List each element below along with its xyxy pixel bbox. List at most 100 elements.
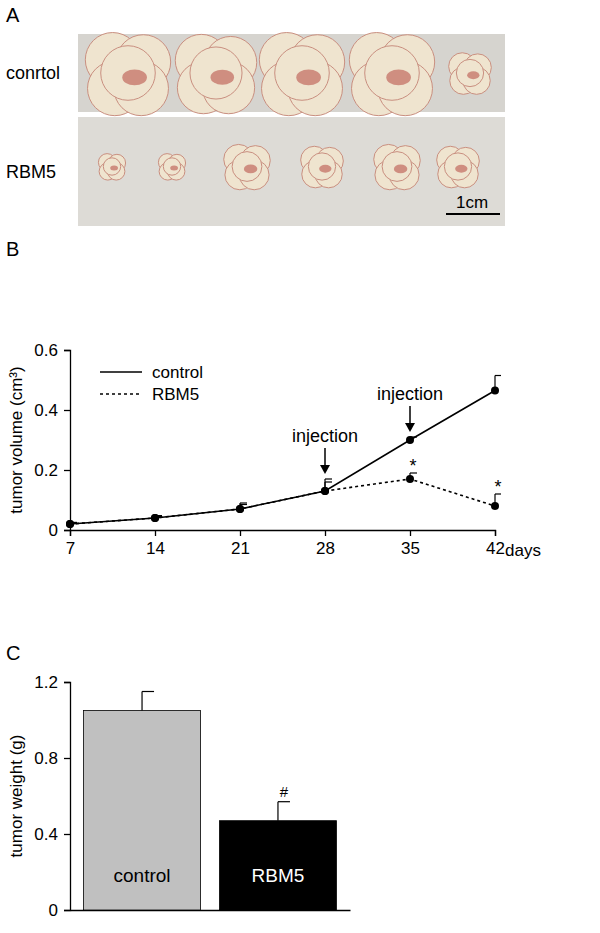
annotation-arrow [405, 406, 415, 432]
tumor-vessel [386, 69, 411, 85]
error-cap [278, 801, 290, 802]
tumor-lobe [444, 153, 471, 180]
tumor-vessel [170, 165, 178, 170]
tick: 0.4 [34, 401, 70, 420]
error-cap [142, 691, 154, 692]
tumor-vessel [394, 165, 407, 174]
point [66, 520, 74, 528]
error-stem [141, 692, 142, 711]
tick-mark [240, 530, 241, 536]
tick-mark [64, 410, 70, 411]
axis: 7 14 21 28 35 42 [66, 530, 505, 558]
tumor-vessel [319, 165, 331, 173]
error-cap [325, 481, 332, 482]
tick-label: 0.6 [34, 341, 58, 360]
tick-mark [64, 758, 70, 759]
tumor-vessel [296, 69, 321, 85]
tumor [374, 144, 421, 189]
tick-label: 42 [486, 539, 505, 558]
row-label: RBM5 [6, 162, 56, 182]
tick-label: 21 [231, 539, 250, 558]
scale-bar-label: 1cm [456, 193, 488, 212]
legend-entry: RBM5 [100, 385, 199, 404]
tick-mark [64, 530, 70, 531]
tick-label: 0.4 [34, 825, 58, 844]
scale-bar [446, 213, 500, 215]
point [406, 475, 414, 483]
tick-mark [325, 530, 326, 536]
error-bars [142, 692, 290, 821]
error-stem [277, 802, 278, 821]
significance-mark: * [409, 456, 416, 476]
tick: 21 [231, 530, 250, 558]
error-cap [495, 375, 501, 376]
tumor-lobe [456, 59, 483, 86]
legend-label: RBM5 [152, 385, 199, 404]
tumor-lobe [275, 46, 330, 101]
tick: 42 [486, 530, 505, 558]
error-bar [278, 802, 290, 821]
tick-label: 1.2 [34, 673, 58, 692]
point [236, 505, 244, 513]
tumor-vessel [455, 165, 467, 173]
bar [220, 821, 337, 910]
arrow-head [405, 423, 415, 432]
tick-label: 28 [316, 539, 335, 558]
line [70, 391, 495, 525]
point [491, 387, 499, 395]
tick: 1.2 [34, 673, 70, 692]
tumor [437, 146, 480, 188]
tick-mark [64, 682, 70, 683]
tick-label: 35 [401, 539, 420, 558]
legend-swatch [100, 371, 142, 373]
tumor-vessel [244, 165, 257, 174]
tumor [259, 33, 344, 116]
panel-label: C [6, 642, 20, 664]
tick-label: 0.8 [34, 749, 58, 768]
point [406, 436, 414, 444]
significance-mark: * [494, 477, 501, 497]
panel-label: B [6, 238, 19, 260]
plot-area [66, 376, 501, 529]
tumor [98, 154, 125, 180]
tumor [175, 34, 256, 113]
tick-mark [410, 530, 411, 536]
y-axis-title: tumor volume (cm³) [7, 366, 26, 513]
tick: 0.8 [34, 749, 70, 768]
error-cap [240, 504, 247, 505]
y-axis-title: tumor weight (g) [7, 735, 26, 858]
tick-mark [155, 530, 156, 536]
tick-mark [495, 530, 496, 536]
tick-label: 14 [146, 539, 165, 558]
tick: 0.6 [34, 341, 70, 360]
error-cap [240, 502, 247, 503]
tick: 7 [66, 530, 75, 558]
tumor [301, 146, 344, 188]
tumor-lobe [163, 158, 180, 175]
point [66, 520, 74, 528]
annotation: injection [377, 384, 443, 404]
legend-entry: control [100, 363, 203, 382]
point [321, 487, 329, 495]
tick-label: 0.2 [34, 461, 58, 480]
tick-mark [64, 470, 70, 471]
axis-line [71, 531, 496, 537]
tick-mark [64, 910, 70, 911]
tumor [224, 144, 271, 189]
tick: 28 [316, 530, 335, 558]
category-label: control [114, 865, 171, 886]
tumor-lobe [103, 158, 120, 175]
legend-swatch [100, 393, 142, 395]
axis: 00.40.81.2 [34, 673, 70, 920]
x-axis-title: days [505, 541, 541, 560]
tumor-vessel [110, 165, 118, 170]
point [151, 514, 159, 522]
axis: 0 0.2 0.4 0.6 [34, 341, 70, 540]
category-label: RBM5 [252, 865, 305, 886]
point [321, 487, 329, 495]
significance-mark: # [280, 783, 289, 800]
arrow-head [320, 465, 330, 474]
tick-label: 0.4 [34, 401, 58, 420]
tumor-lobe [308, 153, 335, 180]
tick-label: 0 [49, 521, 58, 540]
